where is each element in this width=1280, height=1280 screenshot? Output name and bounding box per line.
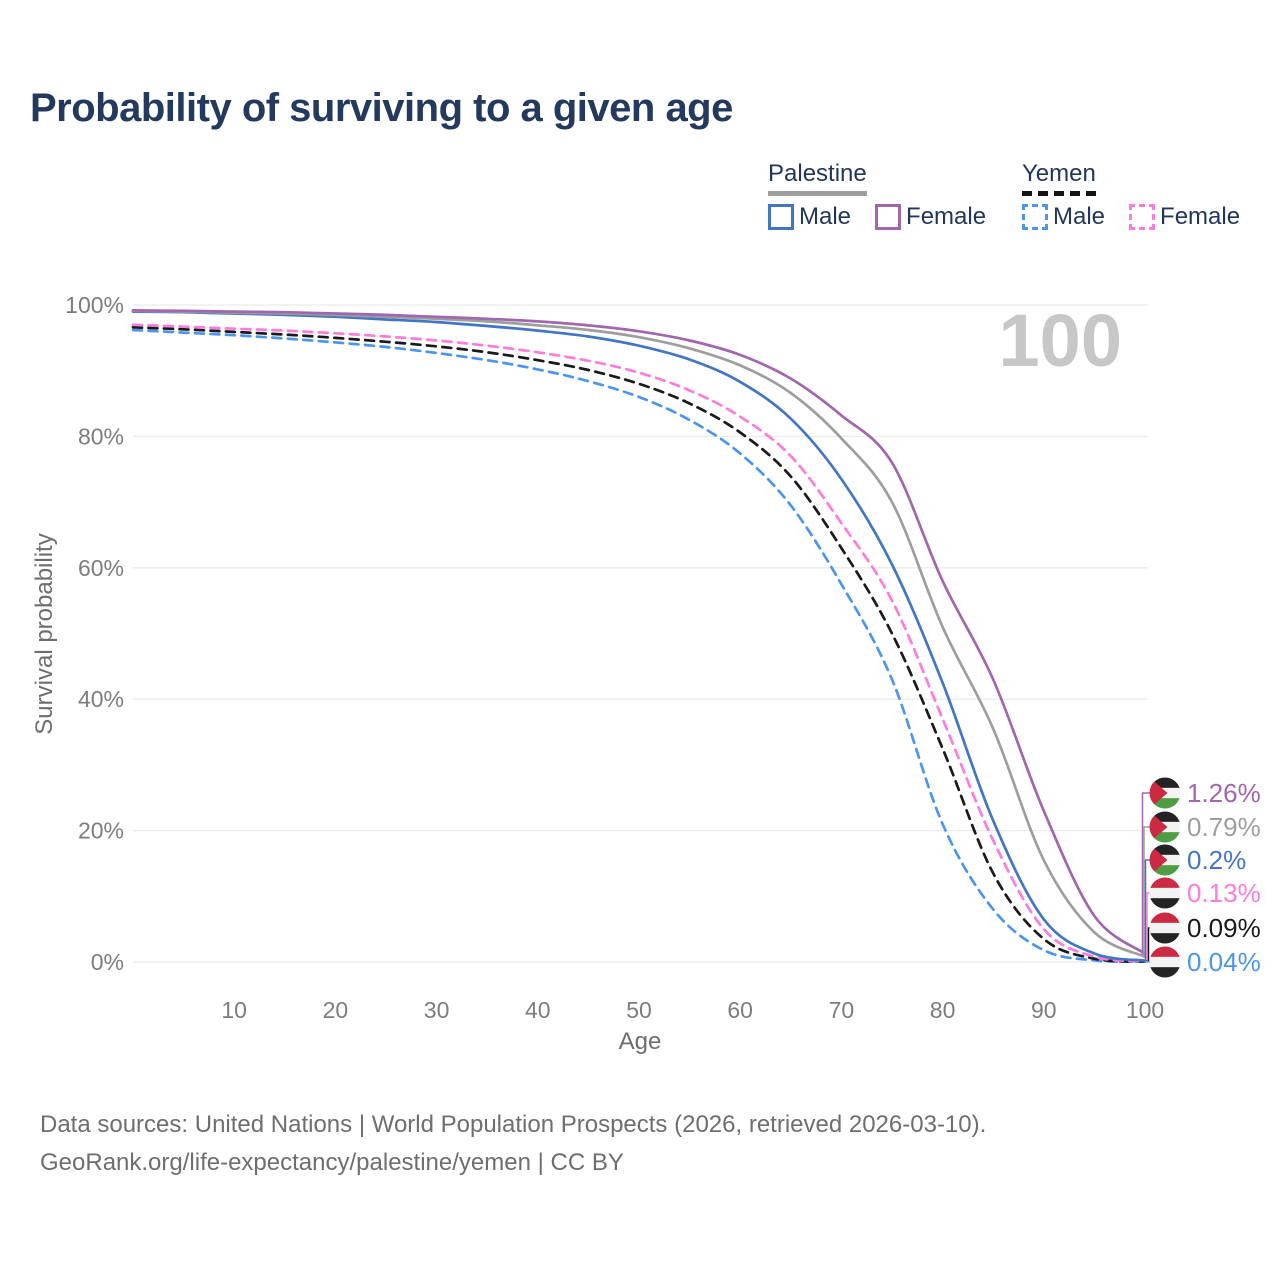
series-line-yemen-male bbox=[131, 328, 1147, 964]
x-tick-label-100: 100 bbox=[1126, 997, 1164, 1023]
legend-item-palestine-female[interactable]: Female bbox=[875, 203, 986, 231]
yemen-female-swatch-icon bbox=[1129, 204, 1156, 230]
flag-stripe bbox=[1149, 933, 1181, 944]
end-label-value-palestine-female: 1.26% bbox=[1187, 778, 1261, 808]
attribution-line: GeoRank.org/life-expectancy/palestine/ye… bbox=[40, 1149, 624, 1176]
palestine-flag-icon bbox=[1149, 811, 1181, 843]
flag-stripe bbox=[1149, 865, 1181, 876]
series-line-yemen-female bbox=[131, 323, 1147, 963]
yemen-flag-icon bbox=[1149, 912, 1181, 944]
series-line-yemen-total bbox=[131, 325, 1147, 963]
flag-triangle bbox=[1149, 777, 1168, 809]
y-tick-label-80: 80% bbox=[78, 423, 124, 449]
x-tick-label-40: 40 bbox=[525, 997, 551, 1023]
end-label-value-yemen-total: 0.09% bbox=[1187, 913, 1261, 943]
y-tick-label-20: 20% bbox=[78, 818, 124, 844]
y-tick-label-60: 60% bbox=[78, 555, 124, 581]
palestine-male-swatch-icon bbox=[768, 204, 794, 230]
end-label-connector-palestine-total bbox=[1143, 826, 1150, 958]
y-tick-label-100: 100% bbox=[65, 292, 124, 318]
end-label-value-palestine-male: 0.2% bbox=[1187, 845, 1246, 875]
flag-stripe bbox=[1149, 967, 1181, 978]
flag-triangle bbox=[1149, 844, 1168, 876]
legend-item-label: Male bbox=[799, 203, 852, 230]
flag-stripe bbox=[1149, 811, 1181, 823]
palestine-flag-icon bbox=[1149, 777, 1181, 809]
flag-stripe bbox=[1149, 832, 1181, 843]
flag-stripe bbox=[1149, 912, 1181, 924]
legend-group-palestine: Palestine Male Female bbox=[768, 160, 986, 231]
legend-title-palestine: Palestine bbox=[768, 160, 867, 196]
y-tick-label-40: 40% bbox=[78, 686, 124, 712]
yemen-flag-icon bbox=[1149, 946, 1181, 978]
legend-item-label: Male bbox=[1053, 203, 1106, 230]
flag-stripe bbox=[1149, 777, 1181, 789]
x-tick-label-60: 60 bbox=[727, 997, 753, 1023]
flag-stripe bbox=[1149, 898, 1181, 909]
x-tick-label-30: 30 bbox=[424, 997, 450, 1023]
legend-title-yemen: Yemen bbox=[1022, 160, 1096, 196]
legend-item-label: Female bbox=[906, 203, 987, 230]
yemen-male-swatch-icon bbox=[1022, 204, 1048, 230]
legend-item-yemen-female[interactable]: Female bbox=[1129, 203, 1240, 231]
yemen-flag-icon bbox=[1149, 877, 1181, 909]
flag-stripe bbox=[1149, 798, 1181, 809]
legend-group-yemen: Yemen Male Female bbox=[1022, 160, 1240, 231]
palestine-female-swatch-icon bbox=[875, 204, 902, 230]
flag-triangle bbox=[1149, 811, 1168, 843]
x-tick-label-90: 90 bbox=[1031, 997, 1057, 1023]
page-title: Probability of surviving to a given age bbox=[30, 86, 733, 130]
flag-stripe bbox=[1149, 877, 1181, 889]
x-tick-label-50: 50 bbox=[626, 997, 652, 1023]
flag-stripe bbox=[1149, 844, 1181, 856]
legend-item-label: Female bbox=[1160, 203, 1241, 230]
series-line-palestine-total bbox=[131, 309, 1147, 959]
age-counter-watermark: 100 bbox=[999, 299, 1122, 382]
series-line-palestine-male bbox=[131, 310, 1147, 963]
flag-stripe bbox=[1149, 887, 1181, 899]
y-axis-title: Survival probability bbox=[31, 533, 58, 734]
palestine-flag-icon bbox=[1149, 844, 1181, 876]
legend-item-palestine-male[interactable]: Male bbox=[768, 203, 851, 231]
x-tick-label-80: 80 bbox=[930, 997, 956, 1023]
flag-stripe bbox=[1149, 946, 1181, 958]
flag-stripe bbox=[1149, 956, 1181, 968]
x-tick-label-20: 20 bbox=[323, 997, 349, 1023]
end-label-value-palestine-total: 0.79% bbox=[1187, 812, 1261, 842]
data-source-line: Data sources: United Nations | World Pop… bbox=[40, 1111, 987, 1138]
legend-item-yemen-male[interactable]: Male bbox=[1022, 203, 1105, 231]
flag-stripe bbox=[1149, 922, 1181, 934]
series-line-palestine-female bbox=[131, 308, 1147, 956]
x-axis-title: Age bbox=[619, 1028, 662, 1055]
x-tick-label-10: 10 bbox=[221, 997, 247, 1023]
footer: Data sources: United Nations | World Pop… bbox=[40, 1106, 986, 1182]
end-label-value-yemen-male: 0.04% bbox=[1187, 947, 1261, 977]
end-label-value-yemen-female: 0.13% bbox=[1187, 878, 1261, 908]
x-tick-label-70: 70 bbox=[829, 997, 855, 1023]
y-tick-label-0: 0% bbox=[91, 949, 124, 975]
legend: Palestine Male Female Yemen Male Female bbox=[0, 160, 1280, 250]
